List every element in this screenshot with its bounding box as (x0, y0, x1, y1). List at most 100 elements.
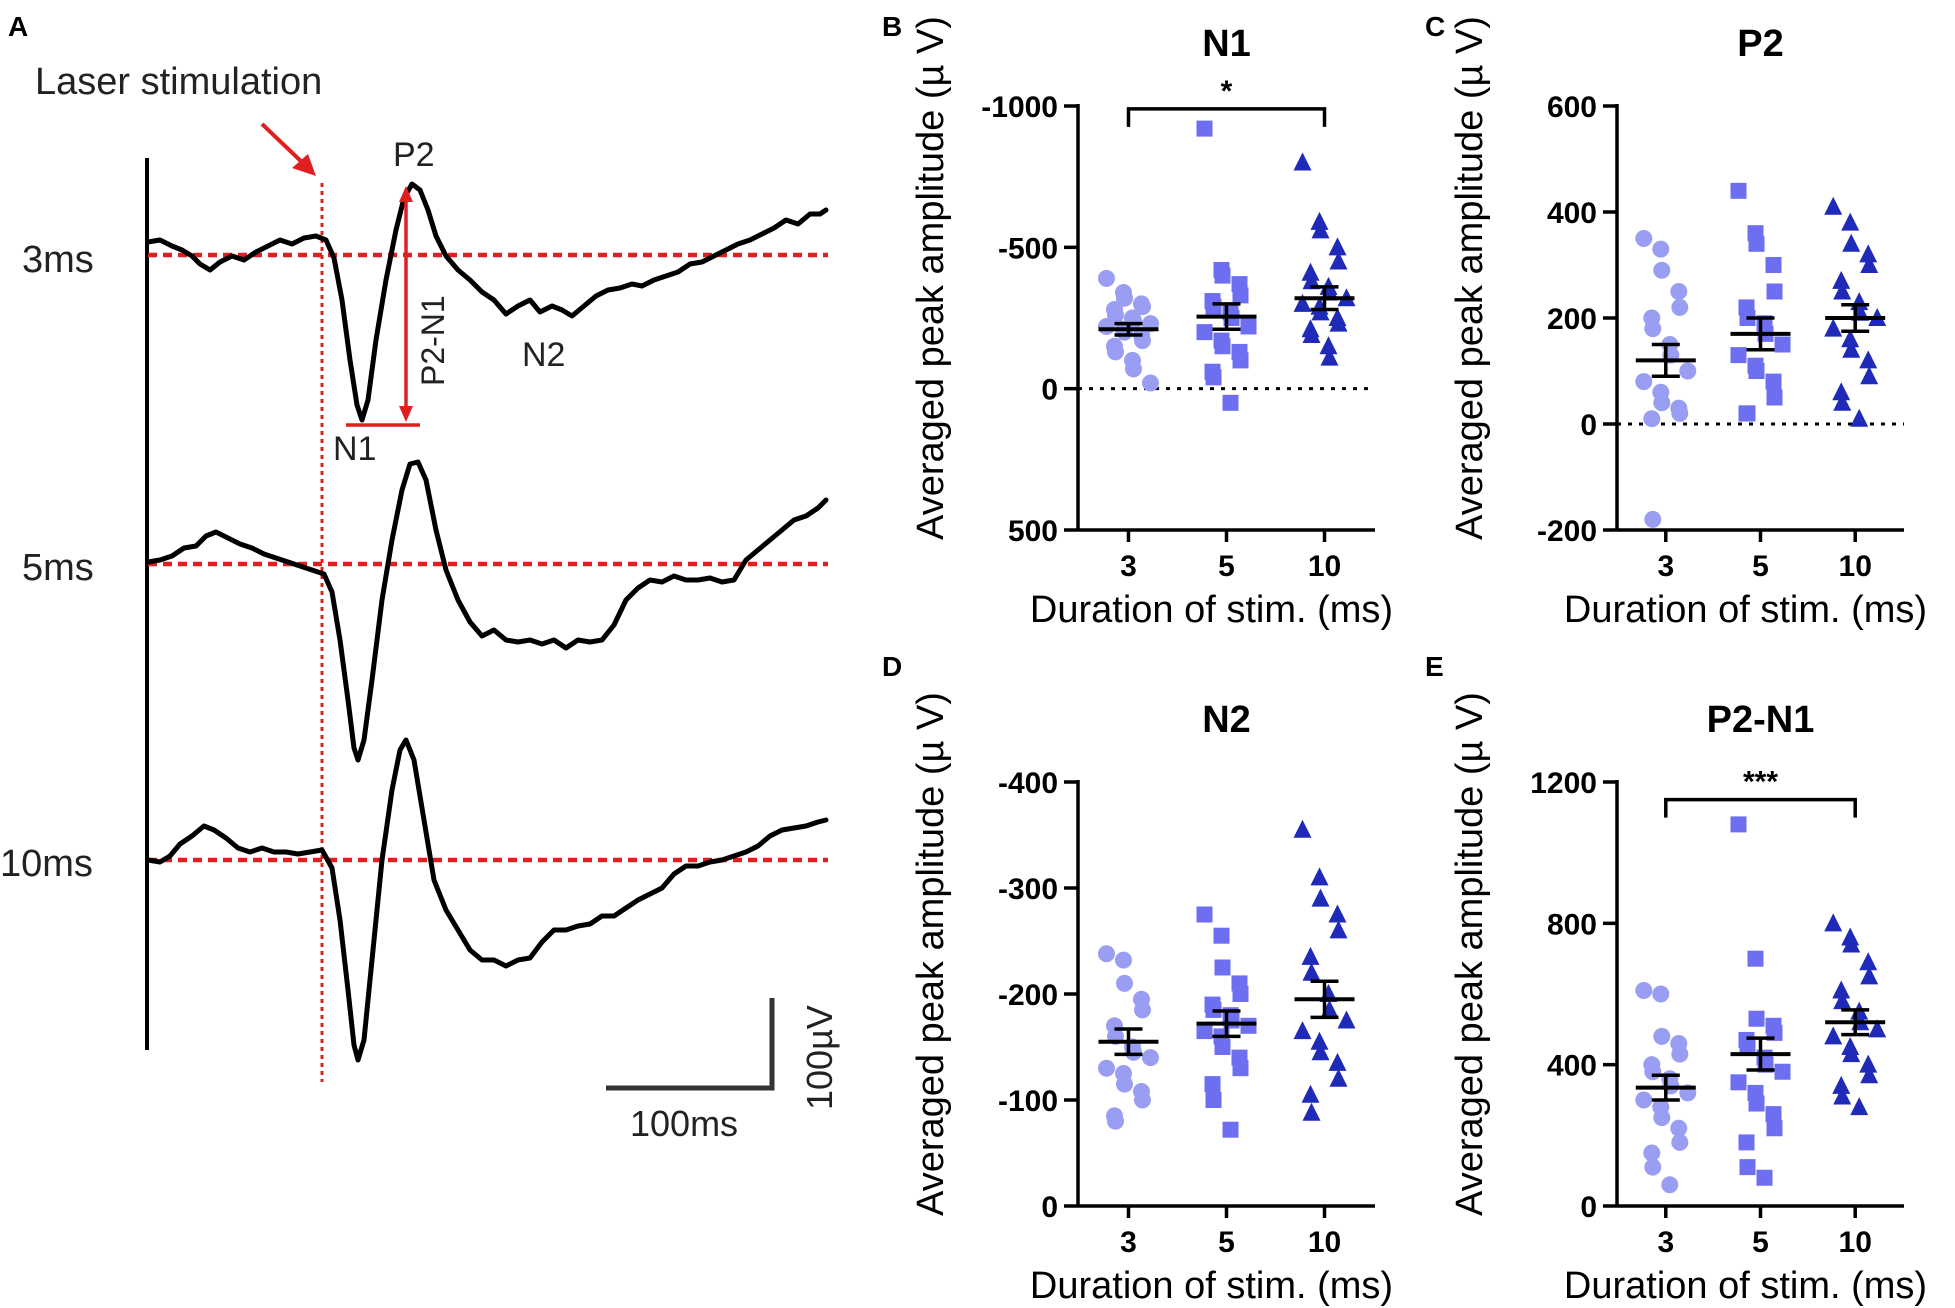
y-tick-label: -200 (998, 979, 1058, 1012)
data-point-triangle (1832, 1075, 1851, 1094)
data-point-square (1214, 959, 1231, 976)
data-point-circle (1141, 1049, 1159, 1067)
y-tick-label: 0 (1041, 1191, 1058, 1224)
data-point-triangle (1337, 1010, 1356, 1029)
data-point-triangle (1293, 819, 1312, 838)
data-point-circle (1635, 1091, 1653, 1109)
data-point-square (1766, 389, 1783, 406)
data-point-triangle (1328, 904, 1347, 923)
data-point-circle (1643, 1144, 1661, 1162)
data-point-square (1766, 1120, 1783, 1137)
data-point-triangle (1832, 270, 1851, 289)
y-tick-label: -500 (998, 232, 1058, 265)
stim-arrow-shaft (260, 122, 307, 167)
data-point-circle (1653, 394, 1671, 412)
data-point-square (1205, 298, 1222, 315)
data-point-triangle (1302, 962, 1321, 981)
data-point-triangle (1302, 324, 1321, 343)
data-point-circle (1671, 298, 1689, 316)
data-point-triangle (1850, 1097, 1869, 1116)
panel-a-waveforms: A Laser stimulation 3ms 5ms 10ms P2 N1 N… (0, 11, 840, 1144)
data-point-square (1214, 1039, 1231, 1055)
data-point-triangle (1842, 1044, 1861, 1063)
data-point-triangle (1841, 329, 1860, 348)
data-point-circle (1106, 306, 1124, 324)
panel-e-p2n1-chart: E P2-N1 0 400 800 1200 3 5 10 Duration of stim. (… (1425, 651, 1927, 1307)
data-point-circle (1133, 298, 1151, 316)
data-point-triangle (1311, 1042, 1330, 1061)
p2-n1-amplitude-label: P2-N1 (415, 295, 451, 386)
data-point-square (1739, 405, 1756, 422)
scale-time-label: 100ms (630, 1103, 738, 1144)
y-tick-label: -400 (998, 767, 1058, 800)
x-tick-label: 10 (1839, 550, 1872, 583)
data-point-square (1774, 1063, 1791, 1080)
y-tick-label: 0 (1580, 409, 1597, 442)
data-point-triangle (1868, 1019, 1887, 1038)
data-point-triangle (1860, 366, 1879, 385)
x-tick-label: 5 (1752, 1226, 1769, 1259)
data-point-triangle (1329, 1068, 1348, 1087)
data-point-triangle (1832, 980, 1851, 999)
data-point-circle (1097, 269, 1115, 287)
data-point-triangle (1859, 244, 1878, 263)
data-point-triangle (1311, 220, 1330, 239)
x-axis-label: Duration of stim. (ms) (1564, 1265, 1927, 1307)
data-point-square (1214, 267, 1231, 284)
data-point-circle (1652, 240, 1670, 258)
panel-b-n1-chart: B N1 -1000 -500 0 500 3 5 10 Duration of stim. (m… (882, 11, 1393, 631)
y-tick-label: -1000 (981, 91, 1058, 124)
data-point-square (1204, 1076, 1221, 1093)
arrow-down-icon (399, 406, 413, 422)
y-axis-label: Averaged peak amplitude (µ V) (1449, 692, 1491, 1216)
data-point-triangle (1842, 339, 1861, 358)
x-tick-label: 3 (1657, 1226, 1674, 1259)
waveform-3ms (145, 181, 829, 423)
data-point-triangle (1293, 1021, 1312, 1040)
data-point-square (1738, 1134, 1755, 1151)
y-tick-label: -300 (998, 873, 1058, 906)
data-point-square (1739, 1039, 1756, 1055)
data-point-triangle (1302, 1102, 1321, 1121)
data-point-triangle (1842, 233, 1861, 252)
data-point-circle (1141, 374, 1159, 392)
y-tick-label: -100 (998, 1085, 1058, 1118)
x-tick-label: 5 (1218, 1226, 1235, 1259)
peak-label-n2: N2 (522, 336, 565, 374)
trace-label-5ms: 5ms (22, 547, 94, 589)
data-point-circle (1644, 1158, 1662, 1176)
data-point-triangle (1301, 262, 1320, 281)
data-point-square (1730, 182, 1747, 199)
x-tick-label: 3 (1120, 1226, 1137, 1259)
trace-label-3ms: 3ms (22, 239, 94, 281)
panel-c-p2-chart: C P2 -200 0 200 400 600 3 5 10 Duration of stim. (… (1425, 11, 1927, 631)
chart-title-b: N1 (1202, 23, 1251, 65)
data-point-circle (1133, 1001, 1151, 1019)
peak-label-n1: N1 (333, 430, 376, 468)
data-point-circle (1106, 343, 1124, 361)
data-point-square (1730, 1074, 1747, 1091)
data-point-circle (1114, 951, 1132, 969)
data-point-circle (1644, 320, 1662, 338)
data-point-triangle (1841, 212, 1860, 231)
data-point-triangle (1329, 251, 1348, 270)
data-point-circle (1661, 1176, 1679, 1194)
data-point-circle (1635, 981, 1653, 999)
data-point-circle (1644, 1063, 1662, 1081)
x-tick-label: 10 (1308, 1226, 1341, 1259)
data-point-square (1222, 394, 1239, 411)
y-tick-label: 800 (1547, 908, 1597, 941)
x-tick-label: 10 (1308, 550, 1341, 583)
data-point-square (1730, 816, 1747, 833)
data-point-triangle (1842, 934, 1861, 953)
x-tick-label: 5 (1218, 550, 1235, 583)
data-point-circle (1097, 945, 1115, 963)
data-point-circle (1097, 1059, 1115, 1077)
y-axis-label: Averaged peak amplitude (µ V) (1449, 16, 1491, 540)
data-point-square (1232, 352, 1249, 369)
data-point-triangle (1310, 1031, 1329, 1050)
y-tick-label: -200 (1537, 515, 1597, 548)
data-point-square (1196, 1023, 1213, 1040)
data-point-triangle (1824, 913, 1843, 932)
